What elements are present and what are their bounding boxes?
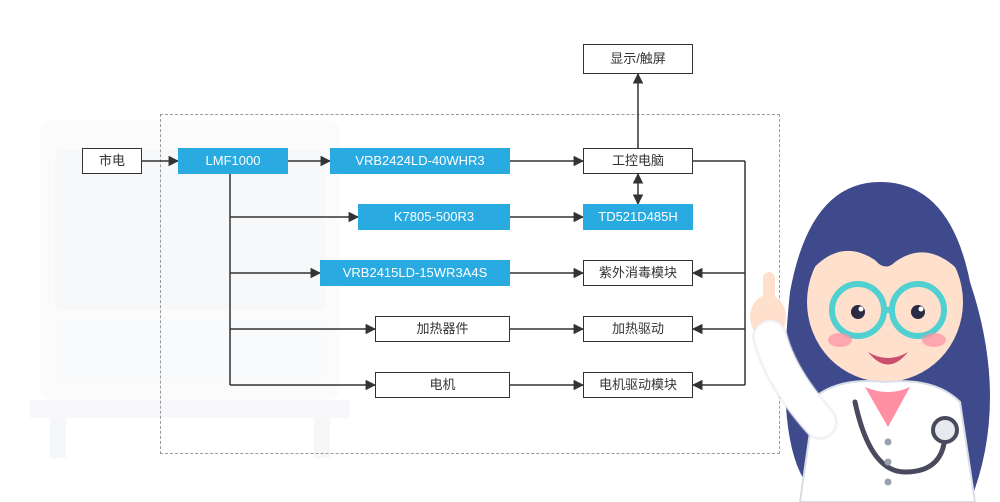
node-ipc: 工控电脑: [583, 148, 693, 174]
node-vrb2415: VRB2415LD-15WR3A4S: [320, 260, 510, 286]
node-label: VRB2424LD-40WHR3: [355, 153, 484, 169]
node-label: 加热器件: [416, 321, 468, 337]
node-label: 电机: [429, 377, 455, 393]
node-display: 显示/触屏: [583, 44, 693, 74]
node-label: 市电: [99, 153, 125, 169]
node-td521: TD521D485H: [583, 204, 693, 230]
node-heat-drive: 加热驱动: [583, 316, 693, 342]
node-heater: 加热器件: [375, 316, 510, 342]
node-label: K7805-500R3: [394, 209, 474, 225]
node-label: 紫外消毒模块: [599, 265, 677, 281]
node-motor: 电机: [375, 372, 510, 398]
node-label: TD521D485H: [598, 209, 678, 225]
node-label: VRB2415LD-15WR3A4S: [343, 265, 488, 281]
node-motor-drive: 电机驱动模块: [583, 372, 693, 398]
node-label: 加热驱动: [612, 321, 664, 337]
node-label: 电机驱动模块: [599, 377, 677, 393]
node-label: 工控电脑: [612, 153, 664, 169]
node-vrb2424: VRB2424LD-40WHR3: [330, 148, 510, 174]
node-uv: 紫外消毒模块: [583, 260, 693, 286]
node-mains: 市电: [82, 148, 142, 174]
node-label: LMF1000: [206, 153, 261, 169]
node-lmf1000: LMF1000: [178, 148, 288, 174]
node-label: 显示/触屏: [610, 51, 666, 67]
doctor-illustration: [720, 142, 1000, 502]
node-k7805: K7805-500R3: [358, 204, 510, 230]
